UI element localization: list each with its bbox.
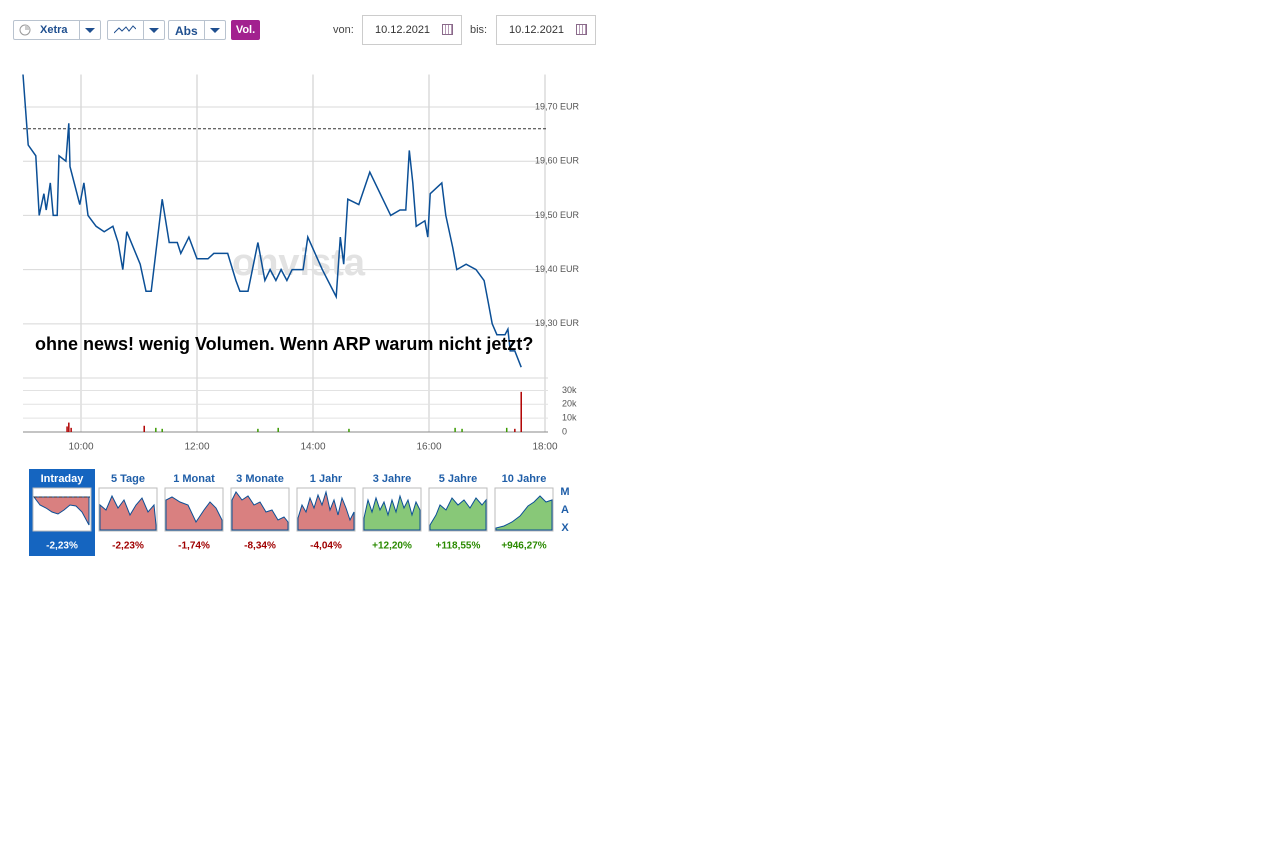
volume-bar <box>70 427 72 432</box>
volume-bar <box>520 391 522 432</box>
period-change: +118,55% <box>436 541 481 552</box>
volume-bar <box>505 427 508 432</box>
volume-bar <box>514 428 516 432</box>
period-label[interactable]: 3 Jahre <box>373 473 412 485</box>
volume-bar <box>461 428 463 432</box>
exchange: Xetra <box>40 24 68 36</box>
volume-bar <box>66 426 68 432</box>
period-label[interactable]: Intraday <box>41 473 85 485</box>
calendar-icon <box>576 24 587 35</box>
max-label[interactable]: A <box>561 504 569 516</box>
clock-icon <box>19 24 31 36</box>
to-date-text: 10.12.2021 <box>509 24 565 36</box>
thumbnail-area <box>495 495 553 531</box>
period-label[interactable]: 5 Jahre <box>439 473 478 485</box>
volume-bar <box>155 427 157 432</box>
y-tick-label: 0 <box>562 426 567 436</box>
dropdown-arrow <box>79 21 100 39</box>
chart: 19,30 EUR 19,40 EUR 19,50 EUR 19,60 EUR 19,7… <box>22 74 580 556</box>
y-tick-label: 19,30 EUR <box>535 318 580 328</box>
volume-bar <box>143 425 145 432</box>
chart-type-select[interactable] <box>107 20 165 40</box>
dropdown-arrow <box>204 21 225 39</box>
period-change: -1,74% <box>178 541 210 552</box>
x-tick-label: 18:00 <box>532 442 557 453</box>
y-tick-label: 19,50 EUR <box>535 210 580 220</box>
x-tick-label: 14:00 <box>300 442 325 453</box>
period-label[interactable]: 1 Monat <box>173 473 215 485</box>
y-tick-label: 19,60 EUR <box>535 156 580 166</box>
y-tick-label: 20k <box>562 399 577 409</box>
volume-bar <box>348 428 350 432</box>
thumbnails <box>32 487 554 532</box>
period-label[interactable]: 5 Tage <box>111 473 145 485</box>
x-tick-label: 10:00 <box>68 442 93 453</box>
volume-bar <box>454 427 456 432</box>
thumbnail-area <box>429 497 487 531</box>
period-label[interactable]: 1 Jahr <box>310 473 343 485</box>
period-label[interactable]: 10 Jahre <box>502 473 547 485</box>
volume-bar <box>277 427 279 432</box>
period-change: -4,04% <box>310 541 342 552</box>
volume-bar <box>257 428 259 432</box>
period-label[interactable]: 3 Monate <box>236 473 284 485</box>
from-date[interactable]: 10.12.2021 <box>362 15 462 45</box>
y-tick-label: 19,70 EUR <box>535 101 580 111</box>
from-label: von: <box>333 24 354 36</box>
period-change: -8,34% <box>244 541 276 552</box>
volume-toggle[interactable]: Vol. <box>231 20 260 40</box>
to-label: bis: <box>470 24 488 36</box>
y-tick-label: 19,40 EUR <box>535 264 580 274</box>
thumbnail-area <box>231 491 289 531</box>
line-icon <box>114 25 136 34</box>
calendar-icon <box>442 24 453 35</box>
to-date[interactable]: 10.12.2021 <box>496 15 596 45</box>
from-date-text: 10.12.2021 <box>375 24 431 36</box>
volume-bar <box>161 428 163 432</box>
period-change: -2,23% <box>46 541 78 552</box>
x-tick-label: 16:00 <box>416 442 441 453</box>
thumbnail-area <box>297 490 355 531</box>
period-change: +946,27% <box>501 541 546 552</box>
period-change: -2,23% <box>112 541 144 552</box>
x-tick-label: 12:00 <box>184 442 209 453</box>
volume-bar <box>68 422 70 432</box>
thumbnail-area <box>165 496 223 531</box>
price-line <box>22 74 522 368</box>
exchange-select[interactable]: Xetra <box>13 20 101 40</box>
watermark: onvista <box>232 242 366 284</box>
dropdown-arrow <box>143 21 164 39</box>
thumbnail-area <box>99 494 157 531</box>
mode: Abs <box>175 24 198 38</box>
annotation: ohne news! wenig Volumen. Wenn ARP warum… <box>35 334 533 354</box>
mode-select[interactable]: Abs <box>168 20 226 40</box>
thumbnail-area <box>33 496 90 526</box>
thumbnail-area <box>363 494 421 531</box>
y-tick-label: 10k <box>562 413 577 423</box>
max-label[interactable]: X <box>561 522 569 534</box>
max-label[interactable]: M <box>560 486 569 498</box>
y-tick-label: 30k <box>562 385 577 395</box>
period-change: +12,20% <box>372 541 412 552</box>
